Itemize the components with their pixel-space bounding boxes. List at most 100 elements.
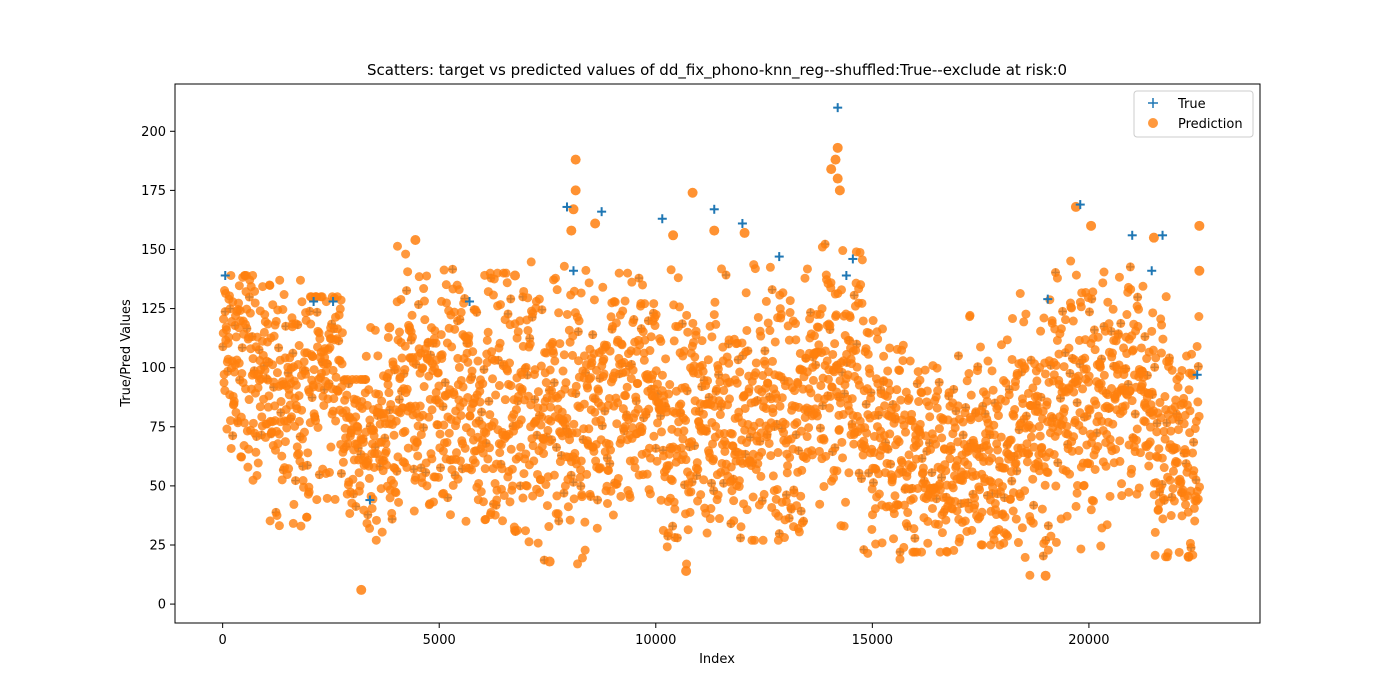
prediction-point: [394, 394, 404, 404]
prediction-point: [763, 378, 773, 388]
prediction-point: [383, 332, 393, 342]
prediction-point: [562, 413, 572, 423]
prediction-point: [890, 491, 900, 501]
prediction-point: [382, 460, 392, 470]
prediction-point: [495, 338, 505, 348]
prediction-point: [571, 381, 581, 391]
prediction-point: [1173, 425, 1183, 435]
prediction-point: [371, 535, 381, 545]
prediction-point: [250, 286, 260, 296]
true-point: [465, 296, 475, 306]
prediction-point: [358, 437, 368, 447]
prediction-point: [857, 255, 867, 265]
prediction-point: [464, 338, 474, 348]
prediction-point: [1076, 544, 1086, 554]
prediction-point: [729, 516, 739, 526]
prediction-point: [1086, 220, 1097, 231]
prediction-point: [779, 428, 789, 438]
prediction-point: [679, 426, 689, 436]
prediction-point: [482, 335, 492, 345]
prediction-point: [1190, 424, 1200, 434]
prediction-point: [999, 538, 1009, 548]
prediction-point: [324, 467, 334, 477]
prediction-point: [1065, 469, 1075, 479]
prediction-point: [834, 185, 845, 196]
prediction-point: [363, 510, 373, 520]
prediction-point: [579, 399, 589, 409]
prediction-point: [524, 537, 534, 547]
prediction-point: [977, 507, 987, 517]
prediction-point: [413, 451, 423, 461]
prediction-point: [1040, 570, 1051, 581]
prediction-point: [618, 306, 628, 316]
prediction-point: [503, 366, 513, 376]
prediction-point: [1017, 523, 1027, 533]
prediction-point: [555, 339, 565, 349]
prediction-point: [605, 346, 615, 356]
y-tick-label: 50: [149, 479, 166, 494]
prediction-point: [1072, 488, 1082, 498]
prediction-point: [603, 498, 613, 508]
prediction-point: [716, 264, 726, 274]
prediction-point: [711, 421, 721, 431]
prediction-point: [719, 428, 729, 438]
prediction-point: [1096, 541, 1106, 551]
prediction-point: [819, 481, 829, 491]
true-point: [1075, 200, 1085, 210]
prediction-point: [370, 325, 380, 335]
prediction-point: [953, 351, 963, 361]
prediction-point: [606, 312, 616, 322]
prediction-point: [832, 173, 843, 184]
prediction-point: [914, 438, 924, 448]
series-true-outliers: [220, 103, 1202, 505]
prediction-point: [809, 331, 819, 341]
prediction-point: [521, 449, 531, 459]
prediction-point: [628, 365, 638, 375]
prediction-point: [1043, 545, 1053, 555]
prediction-point: [645, 489, 655, 499]
true-point: [597, 207, 607, 217]
prediction-point: [832, 466, 842, 476]
prediction-point: [427, 454, 437, 464]
prediction-point: [652, 379, 662, 389]
prediction-point: [477, 407, 487, 417]
prediction-point: [1167, 365, 1177, 375]
prediction-point: [351, 412, 361, 422]
prediction-point: [508, 481, 518, 491]
y-axis: 0 25 50 75 100 125 150 175 200: [141, 125, 175, 613]
prediction-point: [1185, 406, 1195, 416]
prediction-point: [828, 349, 838, 359]
prediction-point: [559, 350, 569, 360]
x-axis-label: Index: [699, 652, 735, 667]
prediction-point: [418, 423, 428, 433]
prediction-point: [228, 431, 238, 441]
prediction-point: [523, 293, 533, 303]
prediction-point: [639, 355, 649, 365]
prediction-point: [796, 491, 806, 501]
prediction-point: [679, 346, 689, 356]
prediction-point: [934, 424, 944, 434]
prediction-point: [1008, 506, 1018, 516]
prediction-point: [987, 453, 997, 463]
y-tick-label: 125: [141, 302, 166, 317]
prediction-point: [1058, 306, 1068, 316]
prediction-point: [560, 384, 570, 394]
prediction-point: [391, 364, 401, 374]
prediction-point: [1021, 309, 1031, 319]
prediction-point: [753, 312, 763, 322]
prediction-point: [831, 310, 841, 320]
prediction-point: [808, 375, 818, 385]
prediction-point: [909, 524, 919, 534]
prediction-point: [1131, 435, 1141, 445]
prediction-point: [664, 461, 674, 471]
prediction-point: [800, 273, 810, 283]
prediction-point: [518, 493, 528, 503]
y-tick-label: 0: [158, 598, 166, 613]
prediction-point: [598, 282, 608, 292]
true-point: [562, 202, 572, 212]
prediction-point: [690, 352, 700, 362]
prediction-point: [791, 335, 801, 345]
prediction-point: [542, 501, 552, 511]
prediction-point: [569, 419, 579, 429]
prediction-point: [479, 364, 489, 374]
